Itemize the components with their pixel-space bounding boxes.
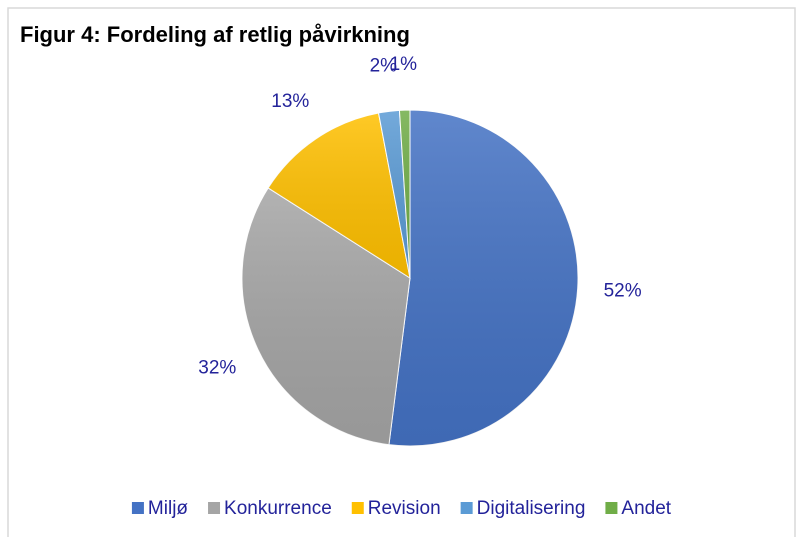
data-label: 13%	[271, 91, 309, 112]
data-label: 32%	[198, 358, 236, 379]
legend-label: Digitalisering	[477, 498, 586, 519]
legend-label: Andet	[621, 498, 671, 519]
slice-shade	[241, 187, 410, 445]
legend-swatch	[460, 502, 473, 514]
data-label: 1%	[390, 54, 418, 75]
legend-label: Miljø	[148, 498, 188, 519]
legend-label: Revision	[368, 498, 441, 519]
frame	[7, 7, 796, 537]
legend-swatch	[605, 502, 618, 514]
legend-swatch	[208, 502, 221, 514]
slice-shade	[268, 112, 410, 278]
legend: Miljø Konkurrence Revision Digitalisering An…	[131, 498, 672, 519]
slice-shade	[399, 110, 410, 278]
data-label: 2%	[370, 56, 398, 77]
slice-shade	[388, 110, 578, 446]
data-label: 52%	[604, 280, 642, 301]
legend-label: Konkurrence	[224, 498, 332, 519]
legend-swatch	[351, 502, 364, 514]
chart-title: Figur 4: Fordeling af retlig påvirkning	[20, 22, 410, 47]
pie: 52% 32% 13% 2%1%	[198, 54, 642, 447]
legend-swatch	[131, 502, 144, 514]
slice-shade	[378, 110, 410, 278]
